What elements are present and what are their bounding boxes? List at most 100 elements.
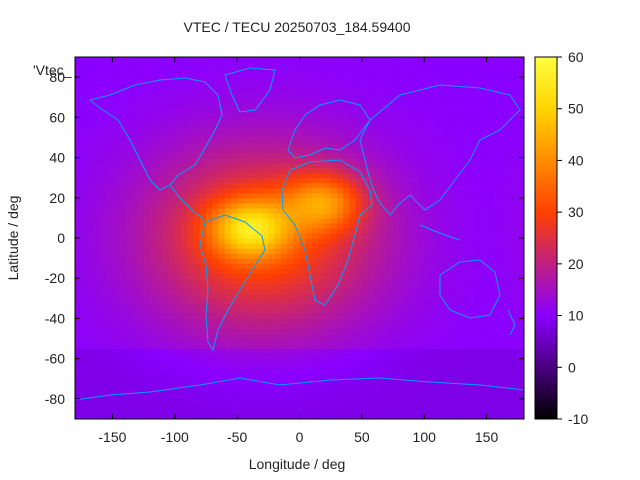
heatmap-cell [124, 363, 132, 370]
heatmap-cell [305, 72, 313, 78]
heatmap-cell [255, 117, 263, 123]
heatmap-cell [486, 238, 494, 244]
heatmap-cell [193, 132, 201, 139]
heatmap-cell [318, 87, 326, 93]
heatmap-cell [212, 358, 220, 365]
heatmap-cell [268, 378, 276, 385]
heatmap-cell [480, 398, 488, 405]
heatmap-cell [212, 413, 220, 419]
heatmap-cell [393, 308, 400, 315]
heatmap-cell [106, 107, 114, 113]
heatmap-cell [505, 288, 513, 294]
heatmap-cell [374, 217, 382, 224]
heatmap-cell [106, 258, 114, 264]
heatmap-cell [224, 162, 232, 169]
heatmap-cell [293, 313, 301, 320]
heatmap-cell [87, 248, 95, 254]
heatmap-cell [230, 398, 238, 405]
heatmap-cell [174, 358, 182, 365]
heatmap-cell [224, 313, 232, 320]
heatmap-cell [405, 293, 413, 299]
heatmap-cell [492, 132, 500, 139]
heatmap-cell [87, 308, 95, 315]
heatmap-cell [205, 177, 213, 184]
heatmap-cell [174, 127, 182, 134]
heatmap-cell [287, 318, 294, 325]
heatmap-cell [486, 122, 494, 128]
heatmap-cell [349, 333, 357, 340]
heatmap-cell [449, 258, 457, 264]
heatmap-cell [87, 288, 95, 294]
heatmap-cell [361, 343, 369, 350]
heatmap-cell [480, 353, 488, 360]
heatmap-cell [131, 343, 138, 350]
heatmap-cell [361, 368, 369, 375]
heatmap-cell [118, 212, 126, 219]
heatmap-cell [162, 227, 170, 234]
heatmap-cell [187, 263, 195, 269]
heatmap-cell [499, 343, 506, 350]
heatmap-cell [311, 278, 319, 284]
heatmap-cell [430, 112, 438, 118]
heatmap-cell [393, 378, 400, 385]
heatmap-cell [168, 232, 176, 239]
heatmap-cell [193, 343, 201, 350]
heatmap-cell [486, 283, 494, 289]
heatmap-cell [492, 323, 500, 330]
heatmap-cell [255, 248, 263, 254]
heatmap-cell [224, 318, 232, 325]
heatmap-cell [93, 378, 101, 385]
heatmap-cell [224, 243, 232, 249]
heatmap-cell [187, 258, 195, 264]
heatmap-cell [393, 323, 400, 330]
heatmap-cell [118, 288, 126, 294]
heatmap-cell [405, 177, 413, 184]
heatmap-cell [274, 323, 282, 330]
heatmap-cell [205, 227, 213, 234]
heatmap-cell [324, 398, 332, 405]
heatmap-cell [449, 162, 457, 169]
heatmap-cell [318, 363, 326, 370]
heatmap-cell [299, 192, 307, 199]
heatmap-cell [112, 72, 120, 78]
heatmap-cell [280, 368, 288, 375]
heatmap-cell [305, 243, 313, 249]
heatmap-cell [143, 97, 151, 103]
heatmap-cell [368, 127, 375, 134]
heatmap-cell [492, 408, 500, 415]
heatmap-cell [118, 202, 126, 209]
heatmap-cell [511, 393, 519, 400]
heatmap-cell [311, 353, 319, 360]
heatmap-cell [106, 202, 114, 209]
heatmap-cell [75, 363, 82, 370]
heatmap-cell [505, 383, 513, 390]
heatmap-cell [417, 363, 425, 370]
heatmap-cell [517, 182, 524, 189]
heatmap-cell [187, 132, 195, 139]
heatmap-cell [262, 137, 269, 144]
heatmap-cell [199, 212, 207, 219]
heatmap-cell [174, 107, 182, 113]
heatmap-cell [243, 238, 251, 244]
heatmap-cell [87, 393, 95, 400]
heatmap-cell [467, 413, 475, 419]
heatmap-cell [106, 122, 114, 128]
heatmap-cell [218, 278, 226, 284]
heatmap-cell [243, 127, 251, 134]
heatmap-cell [287, 142, 294, 149]
heatmap-cell [380, 92, 388, 98]
heatmap-cell [368, 243, 375, 249]
heatmap-cell [199, 378, 207, 385]
heatmap-cell [393, 177, 400, 184]
heatmap-cell [187, 278, 195, 284]
heatmap-cell [137, 268, 145, 274]
heatmap-cell [399, 258, 407, 264]
heatmap-cell [99, 268, 107, 274]
heatmap-cell [237, 132, 244, 139]
heatmap-cell [417, 132, 425, 139]
heatmap-cell [474, 192, 481, 199]
heatmap-cell [274, 197, 282, 204]
heatmap-cell [480, 137, 488, 144]
heatmap-cell [187, 303, 195, 309]
heatmap-cell [162, 147, 170, 154]
